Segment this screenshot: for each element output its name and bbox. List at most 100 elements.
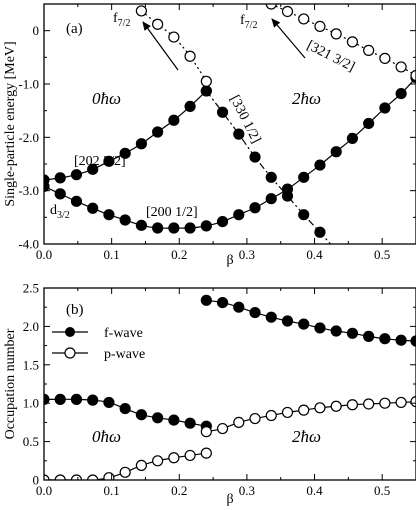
data-point (395, 87, 407, 100)
data-point (298, 318, 310, 330)
y-tick-label: 1.0 (23, 396, 39, 411)
data-point (346, 327, 359, 339)
data-point (298, 13, 310, 25)
region-right-a: 2ħω (292, 89, 321, 108)
data-point (298, 404, 310, 416)
label-200-12: [200 1/2] (146, 205, 198, 220)
data-point (70, 474, 83, 480)
data-point (168, 452, 180, 464)
data-point (265, 409, 277, 422)
y-tick-label: 2.5 (23, 281, 39, 296)
legend-f-wave-label: f-wave (104, 326, 143, 341)
y-tick-label: 1.5 (23, 357, 39, 372)
x-tick-label: 0.0 (36, 483, 52, 498)
data-point (87, 163, 99, 175)
data-point (314, 322, 326, 334)
data-point (249, 151, 261, 163)
panel-b-label: (b) (66, 302, 84, 318)
data-point (152, 126, 164, 138)
data-point (168, 31, 180, 43)
data-point (249, 306, 261, 319)
y-tick-label: 2.0 (23, 319, 39, 334)
data-point (184, 222, 196, 234)
data-point (346, 36, 359, 48)
legend-f-wave-marker (65, 327, 75, 337)
data-point (44, 474, 50, 480)
data-point (184, 100, 196, 113)
data-point (70, 393, 83, 405)
data-point (200, 426, 212, 438)
data-point (233, 416, 245, 428)
data-point (265, 171, 277, 183)
data-point (70, 195, 83, 207)
data-point (233, 301, 245, 313)
data-point (200, 85, 212, 97)
data-point (330, 400, 342, 412)
data-point (200, 447, 212, 459)
panel-b-ticks: 0.0 0.1 0.2 0.3 0.4 0.5 0 0.5 1.0 1.5 2.0 2.5 (23, 281, 416, 498)
data-point (87, 394, 99, 406)
legend-p-wave-label: p-wave (104, 347, 145, 362)
panel-a-label: (a) (66, 21, 83, 37)
data-point (330, 28, 342, 40)
panel-b-frame (43, 287, 416, 481)
x-tick-label: 0.1 (104, 247, 120, 262)
arrow-f72-right (271, 18, 306, 59)
x-tick-label: 0.5 (374, 247, 390, 262)
data-point (249, 412, 261, 425)
x-tick-label: 0.3 (239, 483, 255, 498)
data-point (54, 188, 66, 200)
data-point (87, 474, 99, 480)
data-point (395, 396, 407, 409)
panel-a-data-layer (44, 4, 416, 244)
legend-p-wave: p-wave (52, 347, 145, 362)
label-f72-left: f7/2 (113, 11, 130, 29)
data-point (379, 52, 391, 65)
data-point (168, 114, 180, 126)
data-point (119, 402, 131, 415)
label-d32: d3/2 (50, 203, 70, 221)
data-point (103, 155, 115, 167)
panel-a: 0.0 0.1 0.2 0.3 0.4 0.50-1.0-2.0-3.0-4.0 (a) … (3, 3, 416, 268)
label-202-32: [202 3/2] (74, 154, 126, 169)
data-point (265, 193, 277, 205)
y-tick-label: -1.0 (18, 77, 39, 92)
data-point (119, 214, 131, 226)
y-tick-label: 0 (33, 473, 40, 488)
panel-b-data-layer (44, 294, 416, 480)
data-point (363, 398, 375, 410)
x-tick-label: 0.2 (171, 247, 187, 262)
y-tick-label: 0.5 (23, 434, 39, 449)
data-point (200, 220, 212, 232)
data-point (168, 222, 180, 234)
region-right-b: 2ħω (292, 427, 321, 446)
data-point (184, 50, 196, 62)
data-point (281, 315, 294, 327)
data-point (152, 222, 164, 234)
legend-f-wave: f-wave (52, 326, 143, 341)
panel-b-xlabel: β (226, 492, 233, 507)
data-point (314, 402, 326, 414)
data-point (346, 132, 359, 144)
data-point (395, 61, 407, 73)
data-point (135, 138, 147, 150)
panel-b: 0.0 0.1 0.2 0.3 0.4 0.5 0 0.5 1.0 1.5 2.0 2.5 (b) f… (3, 281, 416, 507)
data-point (395, 334, 407, 346)
x-tick-label: 0.1 (104, 483, 120, 498)
data-point (298, 171, 310, 183)
data-point (314, 226, 326, 238)
data-point (281, 406, 294, 419)
data-point (135, 409, 147, 421)
data-point (168, 414, 180, 426)
data-point (314, 20, 326, 32)
data-point (152, 455, 164, 467)
data-point (363, 44, 375, 57)
y-tick-label: -4.0 (18, 237, 39, 252)
data-point (410, 69, 416, 82)
y-tick-label: -2.0 (18, 130, 39, 145)
data-point (281, 5, 294, 18)
data-point (44, 180, 50, 192)
data-point (379, 102, 391, 114)
data-point (346, 399, 359, 411)
